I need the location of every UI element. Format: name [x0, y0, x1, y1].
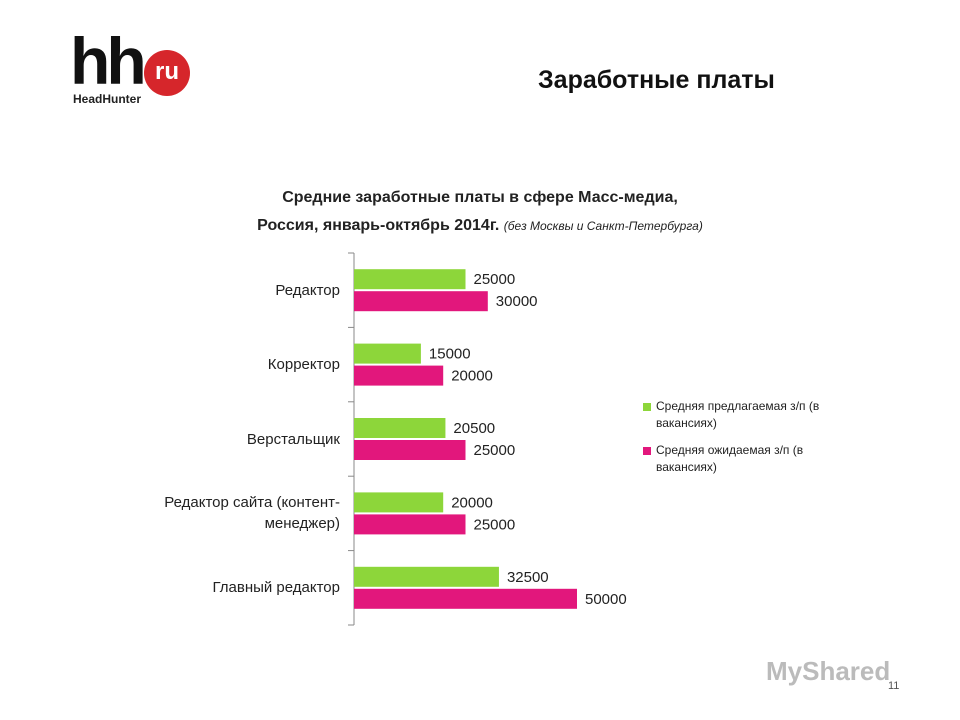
logo-name: HeadHunter — [73, 92, 142, 106]
data-label: 50000 — [585, 591, 627, 608]
legend-swatch — [643, 403, 651, 411]
bar — [354, 291, 488, 312]
data-label: 20500 — [453, 420, 495, 437]
y-tick-label: Редактор — [275, 281, 340, 299]
data-label: 32500 — [507, 569, 549, 586]
bar — [354, 365, 444, 386]
y-tick-label: Корректор — [267, 356, 340, 374]
logo-mark: hh — [70, 24, 147, 98]
bar — [354, 492, 444, 513]
data-label: 30000 — [496, 293, 538, 310]
chart-title: Средние заработные платы в сфере Масс-ме… — [0, 184, 960, 240]
bar — [354, 440, 466, 460]
data-label: 25000 — [474, 516, 516, 533]
legend-swatch — [643, 447, 651, 455]
title-line: Средние заработные платы в сфере Масс-ме… — [282, 189, 678, 206]
logo-badge: ru — [144, 50, 190, 96]
data-label: 25000 — [474, 271, 516, 288]
data-label: 20000 — [451, 494, 493, 511]
y-tick-label: Главный редактор — [212, 579, 340, 597]
chart-subtitle: (без Москвы и Санкт-Петербурга) — [503, 219, 703, 233]
title-line: Россия, январь-октябрь 2014г. — [257, 217, 500, 234]
bar — [354, 269, 466, 290]
watermark: MyShared — [766, 656, 891, 686]
page-number: 11 — [888, 680, 900, 692]
legend-label: Средняя предлагаемая з/п (в вакансиях) — [656, 399, 820, 430]
bar — [354, 343, 421, 364]
y-tick-label: Верстальщик — [246, 430, 340, 448]
slide-heading: Заработные платы — [538, 66, 775, 94]
legend-label: Средняя ожидаемая з/п (в вакансиях) — [656, 443, 804, 474]
y-tick-label: Редактор сайта (контент-менеджер) — [164, 494, 340, 533]
data-label: 15000 — [429, 346, 471, 363]
data-label: 20000 — [451, 368, 493, 385]
bar — [354, 566, 499, 587]
data-label: 25000 — [474, 442, 516, 459]
title-line: Россия, январь-октябрь 2014г. (без Москв… — [0, 212, 960, 240]
bar — [354, 588, 577, 609]
bar — [354, 418, 446, 438]
bar — [354, 514, 466, 535]
